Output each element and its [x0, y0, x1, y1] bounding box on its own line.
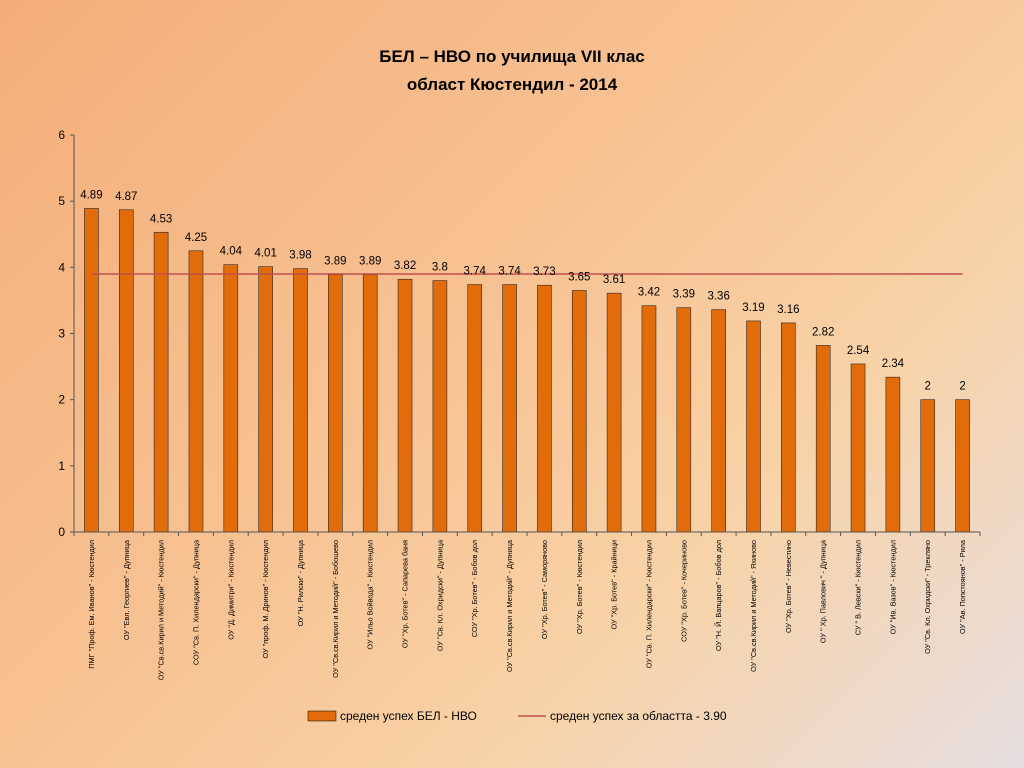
y-tick-label: 2: [58, 393, 65, 407]
bar: [188, 250, 204, 533]
bar: [258, 266, 273, 533]
data-label: 3.65: [568, 271, 590, 283]
category-label: ОУ "Евл. Георгиев" - Дупница: [122, 539, 131, 640]
category-label: ОУ "проф. М. Дринов" - Кюстендил: [261, 540, 270, 658]
bar: [328, 274, 343, 533]
data-label: 4.25: [185, 232, 207, 244]
bar: [571, 290, 587, 533]
data-label: 4.87: [115, 191, 137, 203]
data-label: 2.34: [882, 358, 905, 370]
category-label: ОУ "Св. Кл. Охридски" - Трекляно: [923, 540, 932, 654]
bar: [746, 320, 761, 533]
category-label: ОУ "Ав. Попстоянов" - Рила: [958, 539, 967, 634]
y-tick-label: 1: [58, 459, 65, 473]
data-label: 3.36: [707, 291, 729, 303]
category-label: СУ " В. Левски" - Кюстендил: [854, 540, 863, 635]
legend-bar-swatch: [307, 710, 337, 722]
y-tick-label: 0: [58, 525, 65, 539]
data-label: 3.73: [533, 266, 555, 278]
bar: [676, 307, 692, 533]
data-label: 2: [959, 381, 965, 393]
bar: [641, 305, 657, 533]
bar: [850, 363, 866, 533]
bar: [84, 208, 99, 533]
category-label: ОУ "Н. Й. Вапцаров" - Бобов дол: [714, 540, 723, 651]
legend-bar-label: среден успех БЕЛ - НВО: [340, 709, 477, 723]
bar: [955, 399, 970, 533]
data-label: 3.82: [394, 260, 416, 272]
data-label: 2: [925, 381, 931, 393]
category-label: ОУ "Ив. Вазов" - Кюстендил: [888, 540, 897, 634]
bars: [84, 208, 970, 533]
bar: [815, 345, 831, 533]
legend-line-label: среден успех за областта - 3.90: [550, 709, 727, 723]
category-label: ОУ "Св. П. Хилендарски" - Кюстендил: [644, 540, 653, 668]
category-label: ОУ "Св.св.Кирил и Методий" - Дупница: [505, 539, 514, 672]
y-tick-label: 3: [58, 327, 65, 341]
data-label: 4.53: [150, 213, 172, 225]
bar: [537, 284, 552, 533]
category-label: СОУ "Хр. Ботев" - Кочериново: [679, 540, 688, 642]
data-labels: 4.89 4.874.534.254.04 4.01 3.98 3.89 3.89 3.82…: [80, 189, 966, 392]
category-label: ОУ "Хр. Ботев" - Невестино: [784, 540, 793, 633]
data-label: 3.8: [432, 262, 448, 274]
legend: среден успех БЕЛ - НВО среден успех за о…: [307, 709, 727, 723]
category-label: ОУ "Св.св.Кирил и Методий" - Бобошево: [331, 540, 340, 678]
bar: [781, 322, 796, 533]
category-label: ОУ " Хр. Павлович " - Дупница: [819, 539, 828, 643]
category-label: ОУ "Св.св.Кирил и Методий" - Яхиново: [749, 540, 758, 672]
bar: [293, 268, 308, 533]
bar: [885, 376, 901, 533]
data-label: 3.61: [603, 274, 625, 286]
category-label: ОУ "Ильо Войвода" - Кюстендил: [366, 540, 375, 650]
category-label: ОУ "Н. Рилски" - Дупница: [296, 539, 305, 626]
data-label: 3.39: [673, 289, 695, 301]
bar: [711, 309, 726, 533]
data-label: 3.74: [464, 266, 487, 278]
bar: [397, 278, 413, 533]
category-label: ОУ "Хр. Ботев" - Сапарева баня: [401, 540, 410, 648]
y-tick-label: 6: [58, 128, 65, 142]
chart-title-line-2: област Кюстендил - 2014: [407, 75, 618, 94]
category-label: ОУ "Хр. Ботев" - Крайници: [610, 540, 619, 630]
data-label: 4.04: [220, 246, 243, 258]
y-tick-label: 5: [58, 194, 65, 208]
category-label: ОУ "Д. Димитри" - Кюстендил: [226, 540, 235, 640]
data-label: 2.82: [812, 326, 834, 338]
data-label: 2.54: [847, 345, 870, 357]
data-label: 3.89: [359, 256, 381, 268]
bar: [362, 274, 378, 533]
y-tick-label: 4: [58, 260, 65, 274]
chart-title-line-1: БЕЛ – НВО по училища VII клас: [379, 47, 645, 66]
category-label: ОУ "Хр. Ботев" - Саморяново: [540, 540, 549, 639]
data-label: 3.16: [777, 304, 799, 316]
category-label: ОУ "Хр. Ботев" - Кюстендил: [575, 540, 584, 634]
bar: [606, 292, 622, 533]
category-label: ОУ "Св. Кл. Охридски" - Дупница: [435, 539, 444, 651]
data-label: 4.89: [80, 189, 102, 201]
category-label: СОУ "Св. П. Хилендарски" - Дупница: [191, 539, 200, 665]
category-label: ПМГ "Проф. Ем. Иванов" - Кюстендил: [87, 540, 96, 669]
bar: [467, 284, 483, 533]
data-label: 3.42: [638, 287, 660, 299]
category-label: ОУ "Св.св.Кирил и Методий" - Кюстендил: [157, 540, 166, 680]
y-axis: 0 1 2 3 4 5 6: [58, 128, 75, 539]
bar: [502, 284, 517, 533]
bar: [118, 209, 134, 533]
category-label: СОУ "Хр. Ботев" - Бобов дол: [470, 540, 479, 637]
data-label: 3.98: [289, 250, 311, 262]
bar: [432, 280, 448, 533]
bar: [920, 399, 936, 533]
bar: [223, 264, 239, 533]
data-label: 4.01: [254, 248, 276, 260]
data-label: 3.74: [498, 266, 521, 278]
bar: [153, 231, 169, 533]
x-axis: ПМГ "Проф. Ем. Иванов" - Кюстендил ОУ "Ев…: [73, 531, 981, 680]
data-label: 3.89: [324, 256, 346, 268]
data-label: 3.19: [742, 302, 764, 314]
